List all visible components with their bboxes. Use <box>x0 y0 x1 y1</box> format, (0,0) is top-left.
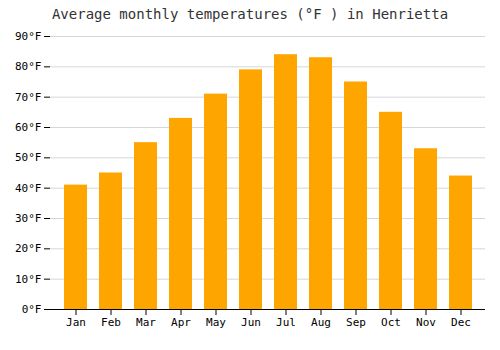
svg-text:70°F: 70°F <box>15 91 42 104</box>
svg-text:20°F: 20°F <box>15 242 42 255</box>
svg-text:Feb: Feb <box>101 316 121 329</box>
svg-text:Oct: Oct <box>381 316 401 329</box>
svg-text:90°F: 90°F <box>15 30 42 43</box>
svg-text:30°F: 30°F <box>15 212 42 225</box>
svg-text:Nov: Nov <box>416 316 436 329</box>
svg-text:40°F: 40°F <box>15 182 42 195</box>
svg-text:Mar: Mar <box>136 316 156 329</box>
html-text:Average monthly temperatures (: Average monthly temperatures (°F ) in He… <box>51 6 449 22</box>
svg-text:Jan: Jan <box>66 316 86 329</box>
svg-text:Apr: Apr <box>171 316 191 329</box>
svg-text:Sep: Sep <box>346 316 366 329</box>
svg-text:0°F: 0°F <box>22 303 42 316</box>
svg-text:Dec: Dec <box>451 316 471 329</box>
svg-text:80°F: 80°F <box>15 60 42 73</box>
svg-text:60°F: 60°F <box>15 121 42 134</box>
svg-text:50°F: 50°F <box>15 151 42 164</box>
svg-text:May: May <box>206 316 226 329</box>
svg-text:Jun: Jun <box>241 316 261 329</box>
svg-text:10°F: 10°F <box>15 273 42 286</box>
svg-text:Aug: Aug <box>311 316 331 329</box>
svg-text:Jul: Jul <box>276 316 296 329</box>
